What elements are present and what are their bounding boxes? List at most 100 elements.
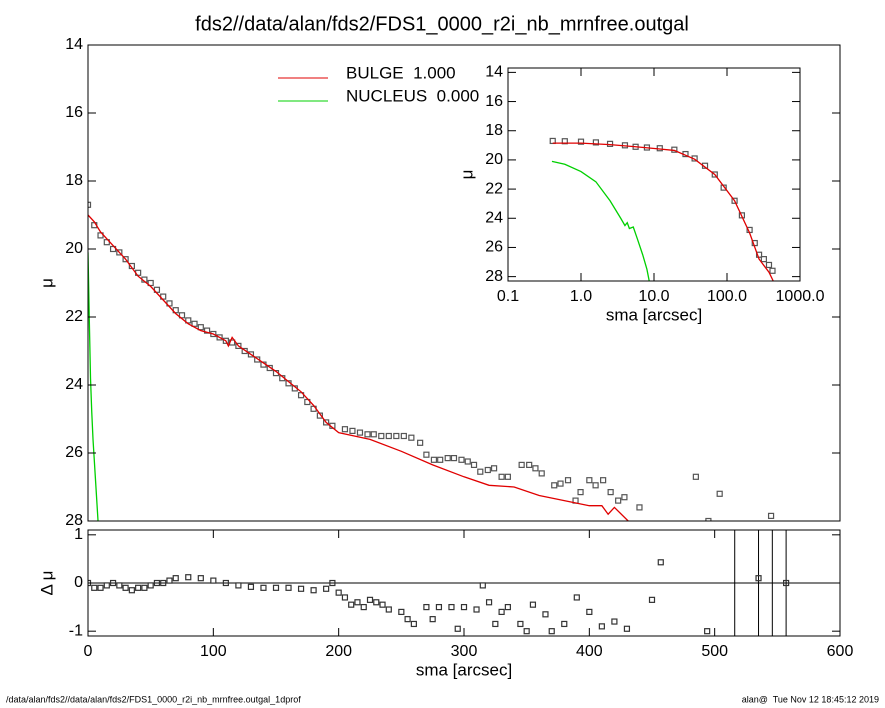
data-point — [458, 456, 465, 463]
y-tick-label: 24 — [65, 376, 83, 393]
y-tick-label: 24 — [485, 209, 503, 226]
data-point — [260, 584, 267, 591]
y-tick-label: 28 — [485, 268, 503, 285]
data-point — [122, 584, 129, 591]
data-point — [197, 324, 204, 331]
x-tick-label: 400 — [576, 643, 603, 660]
data-point — [160, 579, 167, 587]
profile-line — [88, 214, 629, 521]
x-tick-label: 200 — [325, 643, 352, 660]
data-point — [592, 482, 599, 489]
data-point — [210, 577, 217, 584]
data-point — [166, 577, 173, 584]
data-point — [504, 473, 511, 480]
data-point — [341, 594, 349, 601]
data-point — [147, 279, 154, 287]
data-point — [598, 623, 605, 630]
data-point — [783, 579, 790, 587]
x-tick-label: 100.0 — [707, 288, 747, 305]
data-point — [185, 574, 192, 581]
data-point — [354, 599, 361, 606]
data-point — [523, 628, 530, 635]
y-tick-label: 26 — [485, 239, 503, 256]
data-point — [122, 256, 129, 263]
y-axis-label: μ — [457, 170, 476, 180]
x-tick-label: 1.0 — [570, 288, 592, 305]
data-point — [657, 559, 664, 566]
data-point — [518, 461, 525, 468]
x-tick-label: 0 — [84, 643, 93, 660]
data-point — [128, 587, 135, 594]
data-point — [373, 599, 380, 606]
data-point — [648, 596, 656, 603]
data-point — [460, 603, 468, 611]
data-point — [385, 432, 392, 440]
data-point — [437, 456, 444, 463]
y-axis-label: Δ μ — [37, 571, 56, 596]
data-point — [423, 451, 430, 458]
data-point — [557, 480, 564, 487]
data-point — [116, 582, 123, 589]
data-point — [450, 455, 458, 462]
data-point — [577, 138, 585, 145]
panel-frame — [507, 67, 801, 282]
data-point — [247, 351, 255, 358]
data-point — [504, 603, 511, 611]
data-point — [385, 606, 392, 613]
data-point — [404, 616, 411, 623]
plot-area — [549, 137, 776, 281]
x-tick-label: 1000.0 — [776, 288, 825, 305]
data-point — [197, 575, 204, 582]
data-point — [235, 582, 242, 589]
data-point — [448, 603, 455, 611]
data-point — [435, 603, 443, 611]
footer-right: alan@ Tue Nov 12 18:45:12 2019 — [742, 694, 879, 704]
data-point — [561, 620, 568, 628]
data-point — [704, 628, 711, 635]
data-point — [216, 334, 223, 341]
data-point — [454, 625, 461, 632]
data-point — [479, 582, 486, 589]
data-point — [222, 579, 229, 587]
data-point — [400, 432, 407, 440]
data-point — [135, 584, 142, 591]
data-point — [767, 512, 775, 520]
data-point — [464, 458, 471, 465]
data-point — [586, 608, 593, 616]
data-point — [349, 427, 356, 434]
data-point — [379, 601, 386, 608]
x-tick-label: 500 — [701, 643, 728, 660]
y-axis-label: μ — [37, 278, 56, 288]
data-point — [611, 618, 618, 625]
data-point — [408, 434, 415, 441]
data-point — [329, 579, 336, 587]
x-tick-label: 300 — [451, 643, 478, 660]
y-tick-label: 20 — [65, 240, 83, 257]
x-tick-label: 100 — [200, 643, 227, 660]
data-point — [490, 465, 498, 472]
data-point — [485, 599, 493, 606]
data-point — [484, 466, 491, 474]
data-point — [310, 587, 317, 594]
data-point — [210, 330, 217, 338]
data-point — [692, 473, 699, 480]
data-point — [370, 431, 377, 438]
data-point — [266, 364, 273, 372]
data-point — [203, 327, 211, 334]
x-tick-label: 600 — [827, 643, 854, 660]
y-tick-label: -1 — [69, 622, 83, 639]
data-point — [103, 582, 110, 589]
profile-line — [551, 160, 650, 281]
data-point — [235, 342, 242, 349]
data-point — [615, 497, 622, 504]
y-tick-label: 18 — [65, 172, 83, 189]
plot-area — [88, 201, 775, 521]
data-point — [417, 439, 424, 446]
data-point — [760, 256, 767, 263]
y-tick-label: 28 — [65, 512, 83, 529]
y-tick-label: 26 — [65, 444, 83, 461]
data-point — [430, 456, 438, 463]
data-point — [711, 171, 718, 178]
data-point — [492, 620, 499, 628]
